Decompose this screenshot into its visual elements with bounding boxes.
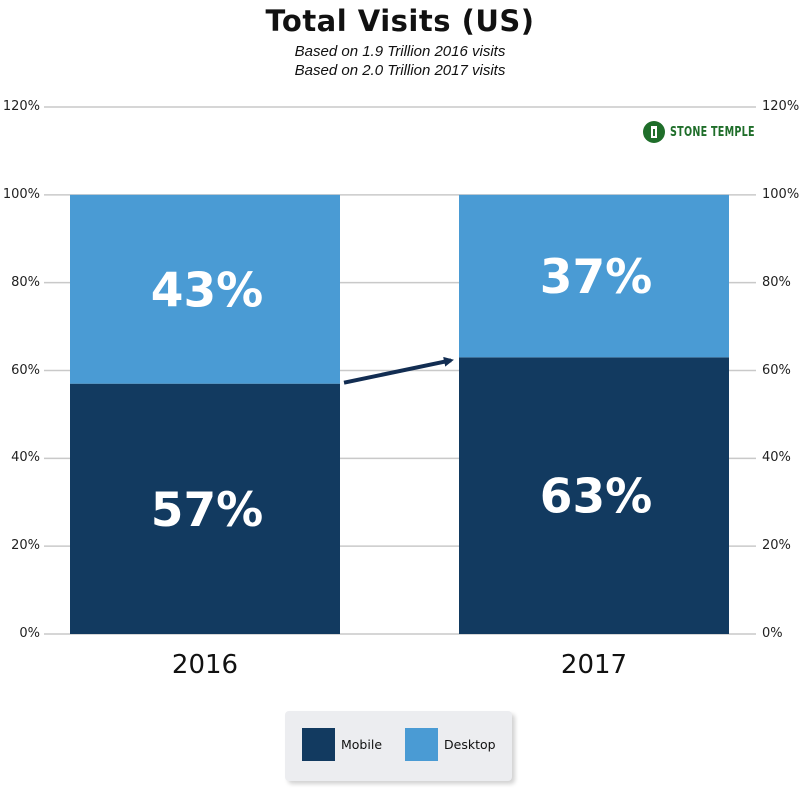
chart-legend: Mobile Desktop xyxy=(285,711,512,781)
trend-arrow xyxy=(343,356,454,385)
data-label-mobile-2016: 57% xyxy=(151,483,264,538)
y-tick-left: 40% xyxy=(11,450,40,466)
x-tick-2017: 2017 xyxy=(560,650,628,680)
logo-text: STONE TEMPLE xyxy=(670,124,755,140)
data-label-mobile-2017: 63% xyxy=(540,470,653,525)
stone-temple-pillar-icon xyxy=(643,121,665,143)
y-tick-left: 0% xyxy=(19,626,40,641)
y-tick-right: 0% xyxy=(762,626,783,641)
data-label-desktop-2017: 37% xyxy=(540,250,653,305)
y-tick-right: 60% xyxy=(762,362,791,378)
legend-swatch-mobile xyxy=(302,728,335,761)
y-tick-right: 120% xyxy=(762,99,800,114)
data-label-desktop-2016: 43% xyxy=(151,263,264,318)
chart-subtitle-1: Based on 1.9 Trillion 2016 visits xyxy=(294,43,506,60)
bar-mobile-2016 xyxy=(70,383,340,634)
y-tick-left: 120% xyxy=(2,99,40,114)
y-tick-left: 60% xyxy=(11,362,40,378)
legend-label-mobile: Mobile xyxy=(341,737,383,752)
y-tick-left: 20% xyxy=(11,538,40,554)
y-tick-right: 40% xyxy=(762,450,791,466)
y-tick-left: 100% xyxy=(2,186,40,202)
bar-desktop-2016 xyxy=(70,194,340,384)
legend-item-desktop: Desktop xyxy=(405,728,496,761)
x-tick-2016: 2016 xyxy=(171,650,239,680)
bar-desktop-2017 xyxy=(459,194,729,358)
y-tick-right: 80% xyxy=(762,274,791,290)
stone-temple-logo: STONE TEMPLE xyxy=(643,121,773,143)
legend-swatch-desktop xyxy=(405,728,438,761)
bar-mobile-2017 xyxy=(459,357,729,634)
y-tick-right: 20% xyxy=(762,538,791,554)
chart-subtitle-2: Based on 2.0 Trillion 2017 visits xyxy=(294,62,506,79)
legend-item-mobile: Mobile xyxy=(302,728,382,761)
legend-label-desktop: Desktop xyxy=(444,737,496,752)
y-tick-right: 100% xyxy=(762,186,800,202)
y-tick-left: 80% xyxy=(11,274,40,290)
chart-title: Total Visits (US) xyxy=(265,4,535,38)
